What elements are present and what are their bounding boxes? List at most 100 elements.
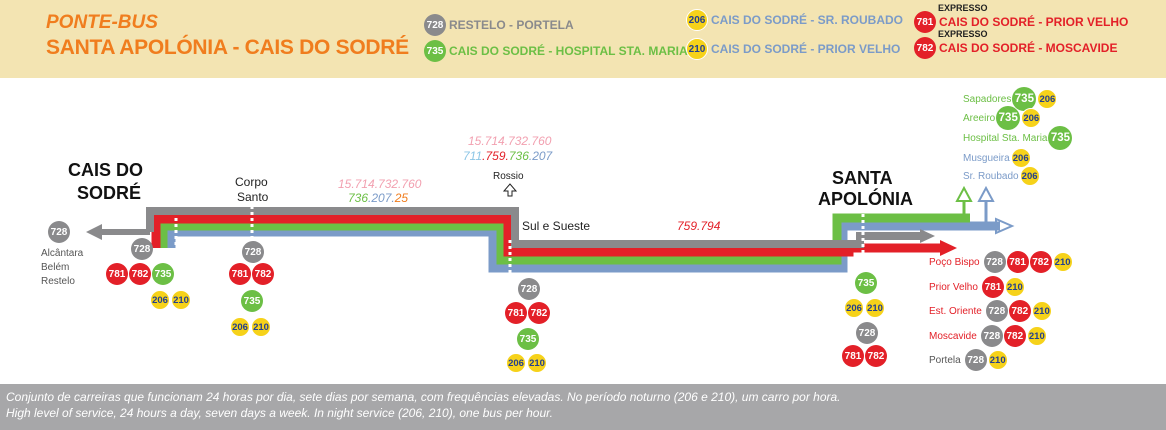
route-badge: 206 — [230, 317, 250, 337]
route-badge: 782 — [1008, 300, 1031, 322]
footer-route: 206 — [401, 406, 423, 420]
east-arrowhead-gray — [920, 229, 935, 243]
legend-label: CAIS DO SODRÉ - PRIOR VELHO — [939, 15, 1129, 29]
destination-name: Est. Oriente — [929, 305, 982, 317]
connections-cais-line2: 736.207.25 — [348, 191, 408, 205]
route-badge: 735 — [996, 106, 1021, 130]
footer-text: ), um carro por hora. — [731, 390, 841, 404]
east-destination: Est. Oriente 728 782 210 — [929, 300, 1052, 322]
destination-name: Areeiro — [963, 112, 996, 124]
destination-name: Musgueira — [963, 152, 1010, 164]
destination-name: Hospital Sta. Maria — [963, 132, 1048, 144]
legend-label: CAIS DO SODRÉ - SR. ROUBADO — [711, 13, 904, 27]
west-arrowhead — [86, 224, 102, 240]
route-badge: 735 — [424, 40, 446, 62]
route-badge: 210 — [1031, 301, 1052, 321]
legend-item-781: 781 CAIS DO SODRÉ - PRIOR VELHO — [914, 11, 1128, 33]
legend-item-206: 206 CAIS DO SODRÉ - SR. ROUBADO — [686, 9, 903, 31]
route-badge: 728 — [964, 349, 987, 371]
route-badge: 206 — [1021, 108, 1042, 128]
legend-item-728: 728 RESTELO - PORTELA — [424, 14, 574, 36]
east-destination: Poço Bispo 728 781 782 210 — [929, 251, 1073, 273]
north-arrowhead-green — [955, 185, 973, 202]
legend-label: CAIS DO SODRÉ - HOSPITAL STA. MARIA — [449, 44, 688, 58]
route-badge: 206 — [686, 9, 708, 31]
stop-sul-sueste-badges: 206 210 — [506, 353, 547, 373]
route-badge: 206 — [1037, 89, 1058, 109]
legend-label: CAIS DO SODRÉ - MOSCAVIDE — [939, 41, 1118, 55]
route-badge: 728 — [131, 238, 153, 260]
route-badge: 206 — [150, 290, 170, 310]
route-line-206-210 — [166, 221, 1000, 273]
route-badge: 782 — [252, 263, 274, 285]
stop-santa-apolonia-badges: 735 — [855, 272, 877, 294]
route-badge: 782 — [865, 345, 887, 367]
stop-cais-badges: 206 210 — [150, 290, 191, 310]
route-badge: 781 — [914, 11, 936, 33]
santa-apolonia-label-line1: SANTA — [832, 168, 893, 188]
north-destination: Sr. Roubado 206 — [963, 166, 1040, 186]
route-badge: 728 — [242, 241, 264, 263]
route-line-735 — [158, 213, 970, 265]
connection-code: 736 — [508, 149, 529, 163]
stop-santa-apolonia-badges: 781 782 — [842, 345, 887, 367]
west-destination: Belém — [41, 262, 70, 273]
route-badge: 782 — [1029, 251, 1052, 273]
east-destination: Prior Velho 781 210 — [929, 276, 1025, 298]
route-badge: 210 — [1026, 326, 1047, 346]
connection-code: .207 — [528, 149, 553, 163]
route-badge: 728 — [983, 251, 1006, 273]
east-destination: Portela 728 210 — [929, 349, 1008, 371]
legend-label: RESTELO - PORTELA — [449, 18, 574, 32]
legend-item-782: 782 CAIS DO SODRÉ - MOSCAVIDE — [914, 37, 1117, 59]
footer-text: , — [422, 406, 429, 420]
rossio-label: Rossio — [493, 171, 524, 182]
route-badge: 781 — [229, 263, 251, 285]
east-destination: Moscavide 728 782 210 — [929, 325, 1047, 347]
footer-text: ), one bus per hour. — [448, 406, 554, 420]
route-badge: 206 — [844, 298, 864, 318]
stop-corpo-santo-badges: 728 — [242, 241, 264, 263]
route-badge: 735 — [855, 272, 877, 294]
footer-route: 206 — [677, 390, 698, 404]
route-badge: 210 — [1052, 252, 1073, 272]
footer-text: High level of service, 24 hours a day, s… — [6, 406, 402, 420]
route-badge: 210 — [686, 38, 708, 60]
destination-name: Sr. Roubado — [963, 170, 1019, 182]
stop-corpo-santo-badges: 735 — [241, 290, 263, 312]
cais-do-sodre-label-line1: CAIS DO — [68, 160, 144, 180]
destination-name: Portela — [929, 354, 961, 366]
route-badge: 781 — [106, 263, 128, 285]
stop-sul-sueste-badges: 735 — [517, 328, 539, 350]
destination-name: Sapadores — [963, 93, 1012, 105]
stop-cais-badges: 781 782 735 — [106, 263, 174, 285]
destination-name: Prior Velho — [929, 281, 978, 293]
footer: Conjunto de carreiras que funcionam 24 h… — [0, 384, 1166, 430]
route-badge: 210 — [987, 350, 1008, 370]
route-badge: 206 — [506, 353, 526, 373]
west-badge: 728 — [48, 221, 70, 243]
connections-cais-line1: 15.714.732.760 — [338, 177, 422, 191]
west-destination: Alcântara — [41, 248, 84, 259]
connection-code: .207. — [368, 191, 395, 205]
stop-corpo-santo-badges: 781 782 — [229, 263, 274, 285]
route-badge: 206 — [1010, 148, 1031, 168]
route-badge: 735 — [1048, 126, 1073, 150]
connections-sul-sueste: 759.794 — [677, 219, 721, 233]
route-badge: 735 — [1012, 87, 1037, 111]
legend-item-210: 210 CAIS DO SODRÉ - PRIOR VELHO — [686, 38, 900, 60]
corpo-santo-label: Santo — [237, 190, 269, 204]
route-badge: 781 — [1006, 251, 1029, 273]
route-badge: 782 — [914, 37, 936, 59]
stop-sul-sueste-badges: 728 — [518, 278, 540, 300]
route-badge: 782 — [129, 263, 151, 285]
footer-route: 210 — [711, 390, 732, 404]
route-badge: 210 — [527, 353, 547, 373]
route-badge: 735 — [241, 290, 263, 312]
connection-code: .759. — [482, 149, 509, 163]
stop-santa-apolonia-badges: 206 210 — [844, 298, 885, 318]
sul-e-sueste-label: Sul e Sueste — [522, 219, 591, 233]
connection-code: 711 — [463, 149, 483, 163]
destination-name: Moscavide — [929, 330, 977, 342]
